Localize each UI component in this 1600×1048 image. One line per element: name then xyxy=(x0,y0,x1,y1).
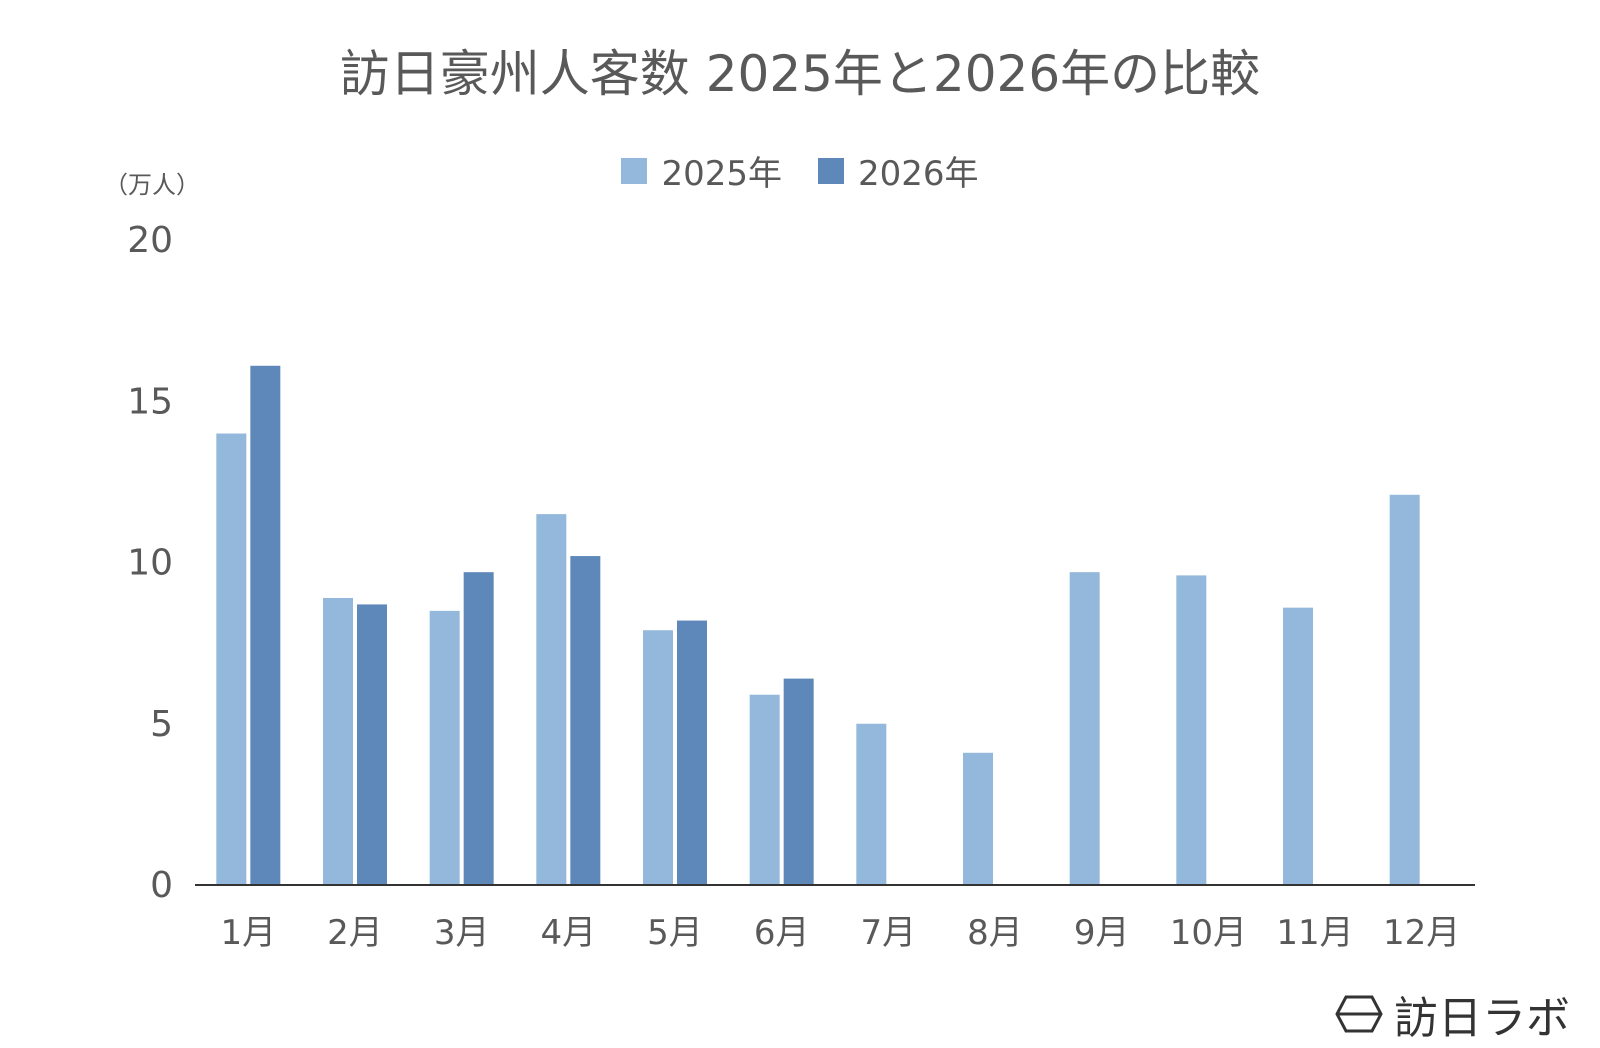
bar-2025-3 xyxy=(429,610,460,885)
legend-swatch-2025 xyxy=(621,157,648,184)
y-tick-label: 0 xyxy=(150,865,173,906)
legend-swatch-2026 xyxy=(818,157,844,184)
x-tick-label: 1月 xyxy=(221,913,277,953)
x-tick-label: 10月 xyxy=(1170,913,1247,953)
bar-2025-6 xyxy=(749,694,780,885)
x-tick-label: 7月 xyxy=(861,913,917,953)
chart-title: 訪日豪州人客数 2025年と2026年の比較 xyxy=(339,45,1261,103)
bar-2025-7 xyxy=(856,723,887,885)
x-tick-label: 12月 xyxy=(1383,913,1460,953)
bar-2026-6 xyxy=(783,678,814,885)
x-tick-label: 4月 xyxy=(541,913,597,953)
legend-label-2026: 2026年 xyxy=(858,154,979,194)
bar-2026-3 xyxy=(463,572,494,885)
bar-2025-9 xyxy=(1069,572,1100,885)
bar-2025-2 xyxy=(323,597,353,885)
y-tick-label: 15 xyxy=(127,381,173,422)
y-axis-unit-label: （万人） xyxy=(104,171,200,199)
bar-2026-2 xyxy=(357,604,387,885)
bar-2026-4 xyxy=(570,556,601,885)
bar-2026-1 xyxy=(250,365,281,885)
x-tick-label: 2月 xyxy=(327,913,383,953)
hexagon-logo-icon xyxy=(1335,995,1383,1033)
legend-item-2025: 2025年 xyxy=(621,146,782,195)
bar-2025-11 xyxy=(1283,607,1313,885)
x-tick-label: 5月 xyxy=(647,913,703,953)
legend-label-2025: 2025年 xyxy=(661,154,782,194)
x-tick-label: 6月 xyxy=(754,913,810,953)
x-tick-label: 8月 xyxy=(967,913,1023,953)
legend-item-2026: 2026年 xyxy=(818,146,979,195)
x-tick-label: 11月 xyxy=(1276,913,1353,953)
bar-2026-5 xyxy=(677,620,707,885)
bar-2025-4 xyxy=(536,514,567,885)
x-tick-label: 9月 xyxy=(1074,913,1130,953)
watermark: 訪日ラボ xyxy=(1334,982,1570,1046)
bar-2025-8 xyxy=(963,752,993,885)
bar-2025-1 xyxy=(216,433,247,885)
x-tick-label: 3月 xyxy=(434,913,490,953)
watermark-text: 訪日ラボ xyxy=(1394,993,1570,1044)
bar-2025-10 xyxy=(1176,575,1207,885)
bar-2025-12 xyxy=(1389,494,1420,885)
y-tick-label: 10 xyxy=(127,543,173,584)
y-tick-label: 5 xyxy=(150,704,173,745)
bar-2025-5 xyxy=(643,630,673,885)
legend: 2025年 2026年 xyxy=(0,146,1600,195)
y-tick-label: 20 xyxy=(127,220,173,261)
